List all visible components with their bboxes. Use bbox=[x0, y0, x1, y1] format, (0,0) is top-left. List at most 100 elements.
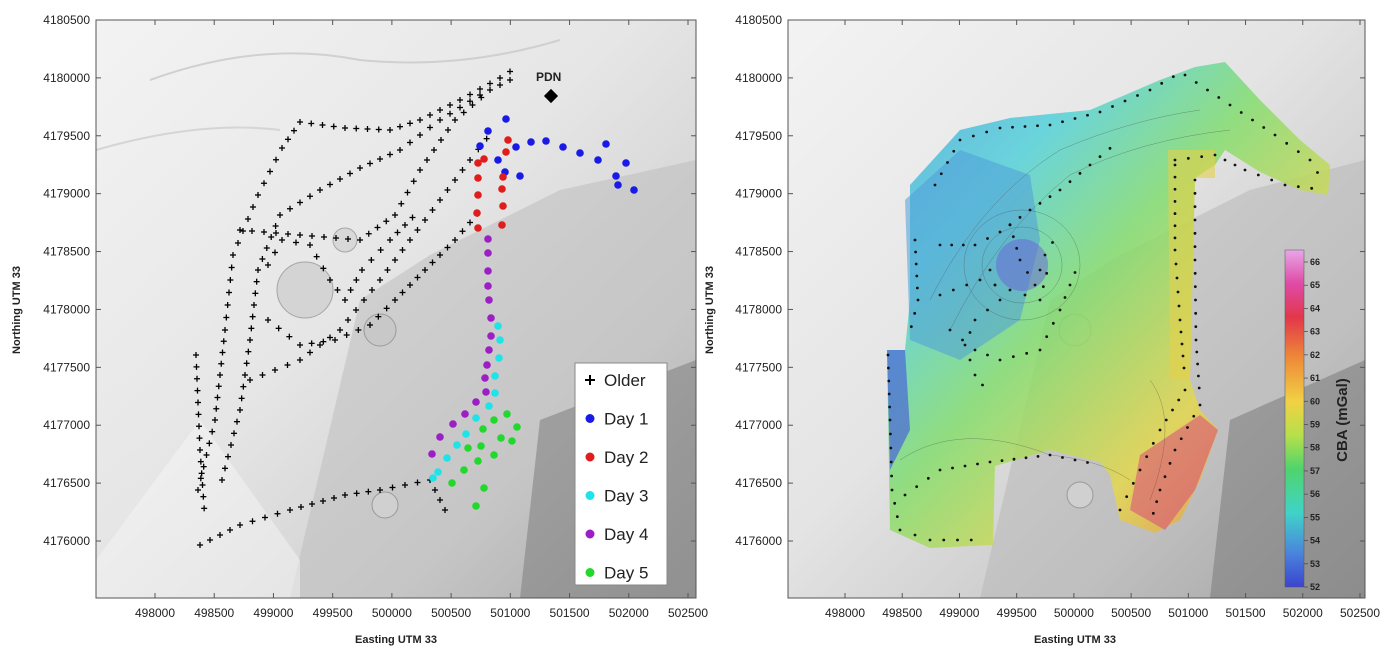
older-plus-marker bbox=[429, 259, 436, 266]
survey-point bbox=[890, 488, 894, 492]
older-plus-marker bbox=[444, 244, 451, 251]
colorbar-tick-label: 61 bbox=[1310, 373, 1320, 383]
survey-point bbox=[1193, 258, 1197, 262]
x-tick-label: 499000 bbox=[253, 606, 293, 620]
older-plus-marker bbox=[267, 168, 273, 175]
colorbar: 66 65 64 63 62 61 60 59 58 57 56 55 54 53 52 CBA (mGal… bbox=[1284, 249, 1351, 592]
y-tick-label: 4176000 bbox=[735, 534, 782, 548]
older-plus-marker bbox=[402, 482, 408, 488]
day4-point bbox=[461, 410, 469, 418]
survey-point bbox=[1151, 441, 1155, 445]
day1-point bbox=[512, 143, 520, 151]
older-plus-marker bbox=[237, 407, 243, 413]
day2-point bbox=[473, 209, 481, 217]
older-plus-marker bbox=[375, 313, 382, 320]
day1-point bbox=[542, 137, 550, 145]
older-plus-marker bbox=[272, 367, 278, 373]
survey-point bbox=[1251, 118, 1254, 122]
y-tick-label: 4178000 bbox=[735, 302, 782, 316]
day2-point bbox=[499, 173, 507, 181]
day2-point bbox=[474, 174, 482, 182]
survey-point bbox=[1193, 271, 1197, 275]
survey-point bbox=[1173, 175, 1177, 179]
survey-point bbox=[1200, 155, 1204, 159]
survey-point bbox=[1179, 330, 1183, 334]
survey-point bbox=[1158, 428, 1162, 432]
survey-point bbox=[887, 379, 891, 383]
older-plus-marker bbox=[251, 302, 257, 308]
older-plus-marker bbox=[327, 277, 333, 283]
older-plus-marker bbox=[437, 107, 443, 113]
colorbar-tick-label: 52 bbox=[1310, 582, 1320, 592]
survey-point bbox=[1088, 163, 1092, 167]
dot-marker-icon bbox=[585, 529, 595, 539]
survey-point bbox=[1168, 461, 1172, 465]
older-plus-marker bbox=[478, 94, 485, 101]
survey-point bbox=[1180, 342, 1184, 346]
survey-point bbox=[1145, 455, 1149, 459]
y-tick-label: 4179000 bbox=[735, 187, 782, 201]
day1-point bbox=[602, 140, 610, 148]
survey-point bbox=[1086, 461, 1089, 464]
day1-point bbox=[622, 159, 630, 167]
survey-point bbox=[1194, 298, 1197, 302]
survey-point bbox=[1151, 511, 1155, 515]
survey-point bbox=[1183, 73, 1187, 77]
crater-cone-icon bbox=[276, 261, 334, 319]
survey-point bbox=[948, 328, 952, 332]
x-tick-label: 501000 bbox=[1168, 606, 1208, 620]
survey-point bbox=[1296, 150, 1300, 154]
older-plus-marker bbox=[197, 447, 203, 453]
older-plus-marker bbox=[375, 126, 382, 133]
older-plus-marker bbox=[365, 230, 372, 237]
dot-marker-icon bbox=[585, 491, 595, 500]
older-plus-marker bbox=[247, 337, 253, 343]
colorbar-tick-label: 63 bbox=[1310, 327, 1320, 337]
day5-point bbox=[480, 484, 488, 492]
older-plus-marker bbox=[437, 197, 443, 203]
survey-point bbox=[1098, 110, 1102, 114]
survey-point bbox=[893, 501, 897, 505]
older-plus-marker bbox=[327, 334, 333, 341]
older-plus-marker bbox=[365, 488, 372, 495]
older-plus-marker bbox=[383, 218, 390, 225]
x-tick-label: 500500 bbox=[1111, 606, 1151, 620]
day4-point bbox=[484, 249, 492, 257]
survey-point bbox=[887, 366, 890, 370]
survey-point bbox=[939, 172, 943, 176]
survey-point bbox=[1310, 186, 1314, 190]
older-plus-marker bbox=[384, 267, 391, 273]
day1-point bbox=[594, 156, 602, 164]
survey-point bbox=[1193, 218, 1197, 222]
older-plus-marker bbox=[377, 277, 383, 283]
older-plus-marker bbox=[285, 231, 291, 237]
x-tick-label: 501000 bbox=[490, 606, 530, 620]
day2-point bbox=[474, 159, 482, 167]
survey-point bbox=[928, 538, 932, 542]
legend: Older Day 1 Day 2 Day 3 Day 4 Day 5 bbox=[574, 362, 668, 586]
older-plus-marker bbox=[193, 363, 200, 370]
day-survey-points bbox=[428, 115, 638, 510]
survey-point bbox=[1186, 156, 1190, 160]
older-plus-marker bbox=[452, 177, 458, 183]
older-plus-marker bbox=[357, 165, 363, 171]
survey-point bbox=[1296, 185, 1300, 189]
survey-point bbox=[1038, 298, 1042, 302]
left-y-axis-label: Northing UTM 33 bbox=[11, 266, 23, 354]
older-plus-marker bbox=[320, 498, 326, 504]
day1-point bbox=[494, 156, 502, 164]
older-plus-marker bbox=[195, 399, 201, 406]
survey-point bbox=[1033, 283, 1037, 287]
survey-point bbox=[1195, 350, 1199, 354]
survey-point bbox=[961, 338, 964, 342]
day4-point bbox=[485, 346, 493, 354]
older-plus-marker bbox=[261, 180, 267, 187]
survey-point bbox=[1058, 188, 1062, 192]
survey-point bbox=[1043, 253, 1047, 257]
survey-point bbox=[963, 343, 967, 347]
older-plus-marker bbox=[342, 492, 348, 498]
survey-point bbox=[1206, 88, 1209, 92]
survey-point bbox=[1018, 258, 1022, 262]
older-plus-marker bbox=[422, 267, 428, 273]
older-plus-marker bbox=[422, 217, 428, 223]
